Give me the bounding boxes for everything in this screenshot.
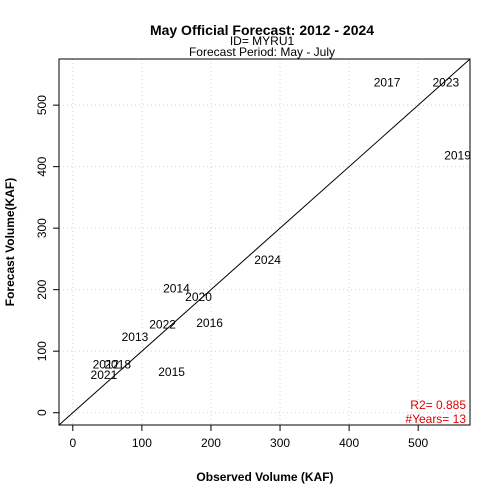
x-tick-label: 500 xyxy=(408,436,428,450)
years-stat: #Years= 13 xyxy=(405,412,466,426)
x-tick-label: 300 xyxy=(270,436,290,450)
point-label-2017: 2017 xyxy=(374,75,401,89)
y-tick-label: 300 xyxy=(35,218,49,238)
r2-stat: R2= 0.885 xyxy=(410,398,466,412)
x-tick-label: 400 xyxy=(339,436,359,450)
point-label-2024: 2024 xyxy=(254,253,281,267)
y-axis-label: Forecast Volume(KAF) xyxy=(3,178,17,306)
plot-frame xyxy=(58,58,471,426)
y-tick-label: 100 xyxy=(35,341,49,361)
y-tick-label: 400 xyxy=(35,156,49,176)
one-to-one-line xyxy=(58,58,471,426)
y-tick-label: 200 xyxy=(35,279,49,299)
x-tick-label: 200 xyxy=(201,436,221,450)
grid xyxy=(59,59,470,425)
point-label-2012: 2012 xyxy=(93,358,120,372)
point-label-2013: 2013 xyxy=(122,330,149,344)
chart-subtitle-period: Forecast Period: May - July xyxy=(189,45,335,59)
x-axis-label: Observed Volume (KAF) xyxy=(196,470,333,484)
chart-title: May Official Forecast: 2012 - 2024 xyxy=(150,22,374,38)
y-tick-label: 0 xyxy=(35,409,49,416)
point-label-2023: 2023 xyxy=(432,75,459,89)
point-label-2016: 2016 xyxy=(196,316,223,330)
point-label-2019: 2019 xyxy=(444,149,471,163)
axes: 0 100 200 300 400 500 0 100 200 300 400 500 xyxy=(35,95,429,450)
point-label-2015: 2015 xyxy=(158,365,185,379)
point-label-2018: 2018 xyxy=(104,358,131,372)
x-tick-label: 0 xyxy=(69,436,76,450)
chart-subtitle-id: ID= MYRU1 xyxy=(230,34,295,48)
point-label-2022: 2022 xyxy=(149,318,176,332)
y-tick-label: 500 xyxy=(35,95,49,115)
point-label-2014: 2014 xyxy=(163,281,190,295)
point-label-2020: 2020 xyxy=(185,290,212,304)
point-label-2021: 2021 xyxy=(91,368,118,382)
x-tick-label: 100 xyxy=(132,436,152,450)
